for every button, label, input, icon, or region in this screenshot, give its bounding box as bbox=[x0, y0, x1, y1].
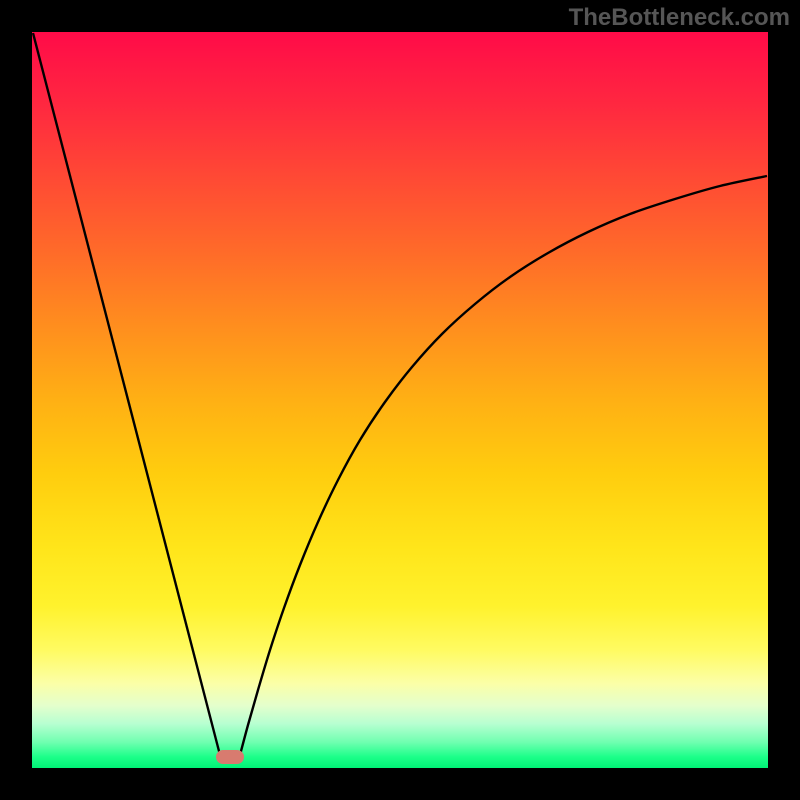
plot-border bbox=[0, 0, 32, 800]
plot-border bbox=[768, 0, 800, 800]
plot-border bbox=[0, 768, 800, 800]
attribution-text: TheBottleneck.com bbox=[569, 4, 790, 32]
gradient-background bbox=[32, 32, 768, 768]
minimum-marker bbox=[216, 750, 244, 764]
bottleneck-chart bbox=[0, 0, 800, 800]
